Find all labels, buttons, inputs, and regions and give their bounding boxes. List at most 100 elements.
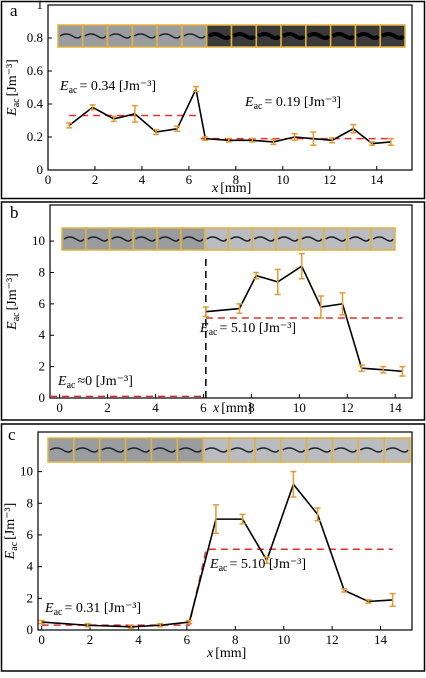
y-tick-label: 2 [27, 590, 34, 605]
x-tick-label: 2 [92, 172, 99, 187]
symbol: E [3, 550, 18, 560]
strip-pattern [183, 33, 206, 39]
x-tick-label: 8 [248, 400, 255, 415]
error-bar [380, 365, 387, 374]
y-tick-label: 0 [39, 390, 46, 405]
y-tick-label: 0 [37, 162, 44, 177]
x-tick-label: 0 [45, 172, 52, 187]
strip-image [124, 437, 153, 463]
y-tick-label: 0 [27, 622, 34, 637]
y-tick-label: 10 [32, 233, 45, 248]
x-tick-label: 2 [104, 400, 111, 415]
y-tick-label: 8 [27, 495, 34, 510]
strip-pattern [109, 33, 132, 39]
strip-image [108, 227, 135, 251]
panel-frame [0, 201, 426, 421]
strip-pattern [359, 447, 383, 453]
strip-pattern [257, 32, 281, 40]
strip-image [370, 227, 396, 251]
y-tick-label: 0.8 [27, 30, 43, 45]
error-bar [329, 137, 336, 144]
text: [Jm⁻³] [3, 503, 18, 540]
x-tick-label: 8 [232, 632, 239, 647]
x-axis-label: x [mm] [211, 181, 251, 196]
panel-label: c [8, 425, 16, 444]
error-bar [314, 507, 321, 522]
strip-image [346, 227, 372, 251]
subscript: ac [209, 327, 218, 338]
data-line [68, 86, 391, 145]
symbol: E [44, 601, 54, 616]
x-axis-label: x [mm] [206, 646, 246, 661]
strip-pattern [127, 447, 151, 453]
strip-pattern [230, 236, 251, 242]
strip-image [180, 227, 206, 251]
text: [mm] [215, 646, 246, 661]
strip-pattern [101, 447, 125, 453]
strip-image [85, 227, 111, 251]
strip-pattern [153, 447, 176, 453]
symbol: x [206, 646, 214, 661]
x-tick-label: 4 [139, 172, 146, 187]
annotation: Eac = 5.10 [Jm⁻³] [199, 321, 296, 338]
error-bar [389, 592, 396, 607]
error-bar [66, 122, 73, 129]
text: [Jm⁻³] [5, 59, 20, 96]
strip-image [131, 24, 158, 48]
annotation: Eac = 0.31 [Jm⁻³] [44, 601, 141, 618]
strip-pattern [75, 447, 99, 453]
strip-pattern [59, 33, 82, 39]
text: [Jm⁻³] [5, 273, 20, 310]
symbol: E [57, 374, 67, 389]
error-bar [310, 131, 317, 146]
subscript: ac [54, 607, 63, 618]
annotation: Eac ≈0 [Jm⁻³] [57, 374, 133, 391]
y-tick-label: 6 [27, 527, 34, 542]
subscript: ac [9, 541, 20, 550]
strip-pattern [281, 32, 306, 40]
strip-pattern [87, 236, 109, 242]
error-bar [174, 125, 181, 132]
x-tick-label: 6 [184, 632, 191, 647]
subscript: ac [11, 312, 22, 321]
strip-image [202, 437, 230, 463]
strip-image [228, 437, 256, 463]
text: = 0.34 [Jm⁻³] [79, 79, 156, 94]
x-tick-label: 12 [323, 172, 336, 187]
error-bar [89, 104, 96, 111]
x-tick-label: 6 [200, 400, 207, 415]
strip-image [227, 227, 254, 251]
x-tick-label: 10 [293, 400, 306, 415]
subscript: ac [11, 98, 22, 107]
error-bar [317, 295, 324, 319]
strip-pattern [207, 32, 232, 40]
strip-pattern [253, 236, 275, 242]
strip-pattern [182, 236, 204, 242]
y-tick-label: 1 [37, 0, 44, 12]
text: [mm] [221, 401, 252, 416]
strip-pattern [349, 236, 370, 242]
text: ≈0 [Jm⁻³] [77, 374, 132, 389]
annotation: Eac = 0.19 [Jm⁻³] [244, 95, 341, 112]
strip-image [176, 437, 204, 463]
strip-pattern [158, 236, 180, 242]
strip-image [61, 227, 87, 251]
error-bar [202, 136, 209, 142]
data-line [205, 265, 403, 373]
strip-image [279, 437, 308, 463]
strip-pattern [256, 447, 280, 453]
strip-pattern [308, 447, 332, 453]
strip-image [150, 437, 179, 463]
x-tick-label: 10 [277, 632, 290, 647]
y-tick-label: 2 [39, 359, 46, 374]
strip-image [73, 437, 101, 463]
annotation: Eac = 0.34 [Jm⁻³] [59, 79, 156, 96]
strip-image [156, 227, 182, 251]
subscript: ac [67, 380, 76, 391]
subscript: ac [69, 85, 78, 96]
x-tick-label: 2 [87, 632, 94, 647]
panel-frame [0, 423, 426, 672]
strip-pattern [111, 236, 133, 242]
strip-pattern [204, 447, 228, 453]
